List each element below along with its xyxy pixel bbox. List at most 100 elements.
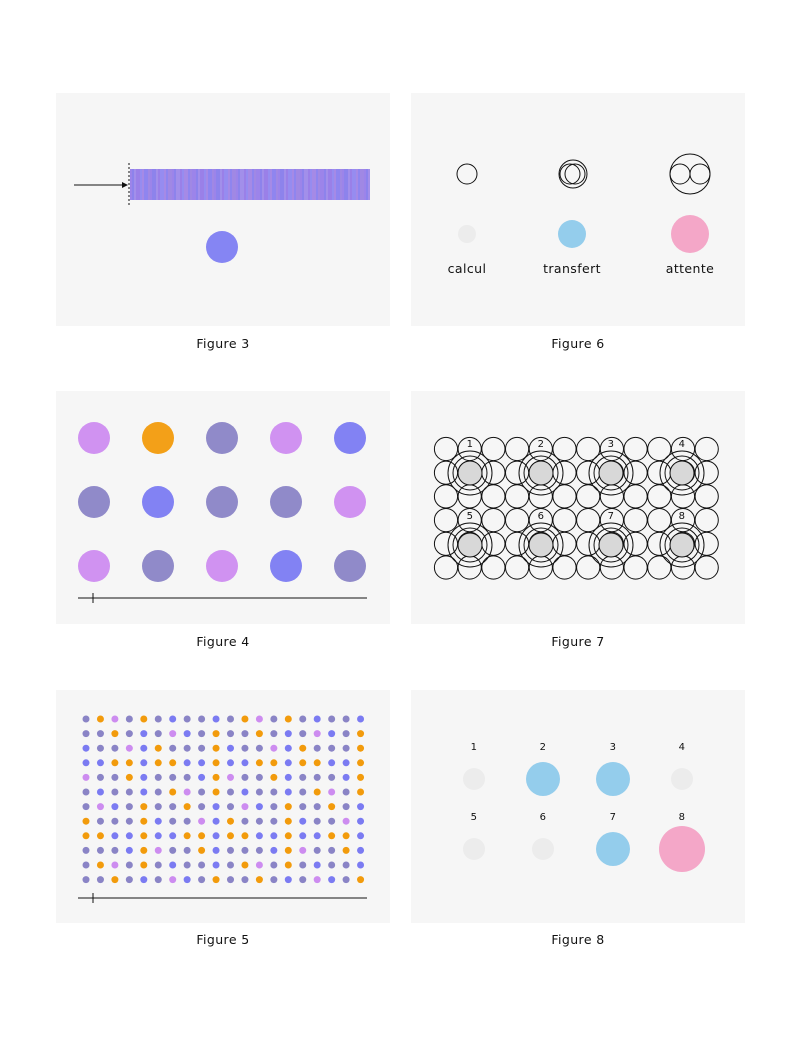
matrix-dot (82, 817, 90, 825)
matrix-dot (342, 846, 350, 854)
grid-circle (433, 460, 459, 485)
stream-bar-stripe (220, 169, 222, 200)
node-ring (593, 527, 629, 563)
matrix-dot (140, 817, 148, 825)
stream-bar-stripe (262, 169, 264, 200)
state-label: attente (666, 261, 714, 276)
matrix-dot (183, 730, 191, 738)
stream-bar-stripe (250, 169, 252, 200)
node-ring (664, 455, 700, 491)
matrix-dot (255, 817, 263, 825)
matrix-dot (299, 861, 307, 869)
matrix-dot (328, 817, 336, 825)
matrix-dot (140, 788, 148, 796)
node-ring (588, 522, 634, 568)
state-outline-circle (558, 159, 588, 189)
matrix-dot (169, 803, 177, 811)
stream-bar-stripe (322, 169, 324, 200)
process-dot (206, 231, 238, 263)
matrix-dot (255, 861, 263, 869)
stream-bar-stripe (338, 169, 340, 200)
grid-dot (78, 486, 110, 518)
matrix-dot (96, 876, 104, 884)
node-ring (659, 450, 705, 496)
figure-3-diagram (74, 163, 370, 263)
matrix-dot (198, 759, 206, 767)
matrix-dot (96, 861, 104, 869)
matrix-dot (227, 803, 234, 811)
matrix-dot (284, 861, 292, 869)
stream-bar-stripe (310, 169, 312, 200)
matrix-dot (82, 832, 90, 840)
arrow-head-icon (122, 182, 128, 188)
node-ring (447, 450, 493, 496)
matrix-dot (313, 730, 321, 738)
stream-bar-stripe (308, 169, 310, 200)
stream-bar-stripe (290, 169, 292, 200)
matrix-dot (96, 817, 104, 825)
node-label: 6 (538, 511, 545, 522)
matrix-dot (111, 817, 119, 825)
matrix-dot (357, 773, 365, 781)
matrix-dot (96, 803, 104, 811)
matrix-dot (82, 715, 90, 723)
node-label: 6 (540, 812, 547, 823)
matrix-dot (313, 759, 321, 767)
node-core (457, 532, 483, 558)
matrix-dot (154, 832, 162, 840)
stream-bar-stripe (160, 169, 162, 200)
matrix-dot (342, 744, 350, 752)
matrix-dot (227, 788, 234, 796)
node-label: 3 (608, 439, 615, 450)
matrix-dot (111, 803, 119, 811)
stream-bar-stripe (330, 169, 332, 200)
matrix-dot (140, 803, 148, 811)
matrix-dot (140, 730, 148, 738)
matrix-dot (140, 773, 148, 781)
matrix-dot (357, 817, 365, 825)
matrix-dot (270, 876, 278, 884)
stream-bar-stripe (172, 169, 174, 200)
matrix-dot (357, 861, 365, 869)
stream-bar-stripe (222, 169, 224, 200)
grid-circle (505, 460, 530, 485)
stream-bar-stripe (202, 169, 204, 200)
stream-bar-stripe (276, 169, 278, 200)
matrix-dot (96, 788, 104, 796)
matrix-dot (111, 744, 119, 752)
matrix-dot (270, 744, 278, 752)
state-dot (458, 225, 476, 243)
matrix-dot (140, 846, 148, 854)
matrix-dot (227, 846, 234, 854)
matrix-dot (183, 817, 191, 825)
matrix-dot (125, 773, 133, 781)
stream-bar-stripe (242, 169, 244, 200)
stream-bar-stripe (168, 169, 170, 200)
matrix-dot (96, 773, 104, 781)
stream-bar-stripe (316, 169, 318, 200)
stream-bar-stripe (282, 169, 284, 200)
grid-dot (142, 486, 174, 518)
matrix-dot (299, 817, 307, 825)
matrix-dot (241, 744, 249, 752)
matrix-dot (96, 846, 104, 854)
stream-bar-stripe (292, 169, 294, 200)
matrix-dot (140, 744, 148, 752)
stream-bar-stripe (152, 169, 154, 200)
matrix-dot (154, 861, 162, 869)
stream-bar-stripe (314, 169, 316, 200)
matrix-dot (212, 817, 220, 825)
matrix-dot (111, 861, 119, 869)
matrix-dot (154, 759, 162, 767)
matrix-dot (357, 788, 365, 796)
stream-bar-stripe (134, 169, 136, 200)
matrix-dot (82, 803, 90, 811)
node-ring (523, 527, 559, 563)
stream-bar-stripe (154, 169, 156, 200)
state-outline-circle (559, 163, 581, 185)
matrix-dot (212, 773, 220, 781)
matrix-dot (357, 730, 365, 738)
matrix-dot (183, 715, 191, 723)
matrix-dot (183, 846, 191, 854)
node-label: 8 (679, 511, 686, 522)
